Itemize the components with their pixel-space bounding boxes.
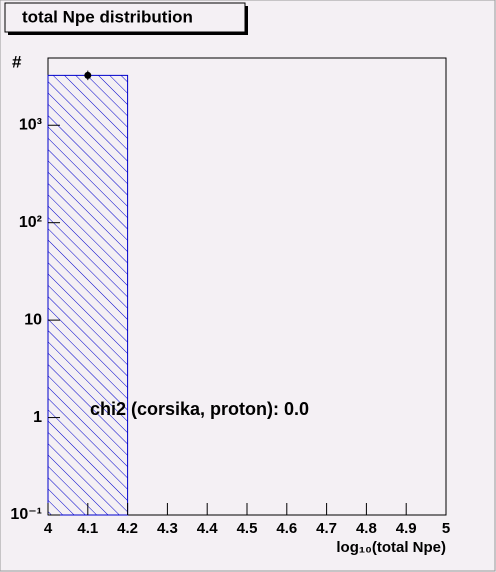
x-tick-label: 4.5 xyxy=(237,520,258,537)
y-tick-label: 10² xyxy=(19,214,42,231)
x-tick-label: 4.6 xyxy=(276,520,297,537)
x-tick-label: 4.3 xyxy=(157,520,178,537)
histogram-bar xyxy=(47,74,129,516)
x-tick-label: 4.4 xyxy=(197,520,219,537)
annotation: chi2 (corsika, proton): 0.0 xyxy=(90,399,309,419)
x-axis-label: log₁₀(total Npe) xyxy=(336,539,446,556)
title-box xyxy=(4,2,246,33)
x-tick-label: 5 xyxy=(442,520,450,537)
x-tick-label: 4.7 xyxy=(316,520,337,537)
y-tick-label: 10³ xyxy=(19,116,42,133)
data-point xyxy=(84,71,92,79)
x-tick-label: 4.8 xyxy=(356,520,377,537)
x-tick-label: 4.1 xyxy=(77,520,98,537)
y-tick-label: 1 xyxy=(33,409,42,426)
chart-title: total Npe distribution xyxy=(22,7,193,26)
y-axis-label: # xyxy=(12,52,22,71)
x-tick-label: 4.9 xyxy=(396,520,417,537)
x-tick-label: 4 xyxy=(44,520,53,537)
y-tick-label: 10 xyxy=(24,311,42,328)
x-tick-label: 4.2 xyxy=(117,520,138,537)
y-tick-label: 10⁻¹ xyxy=(10,506,42,523)
